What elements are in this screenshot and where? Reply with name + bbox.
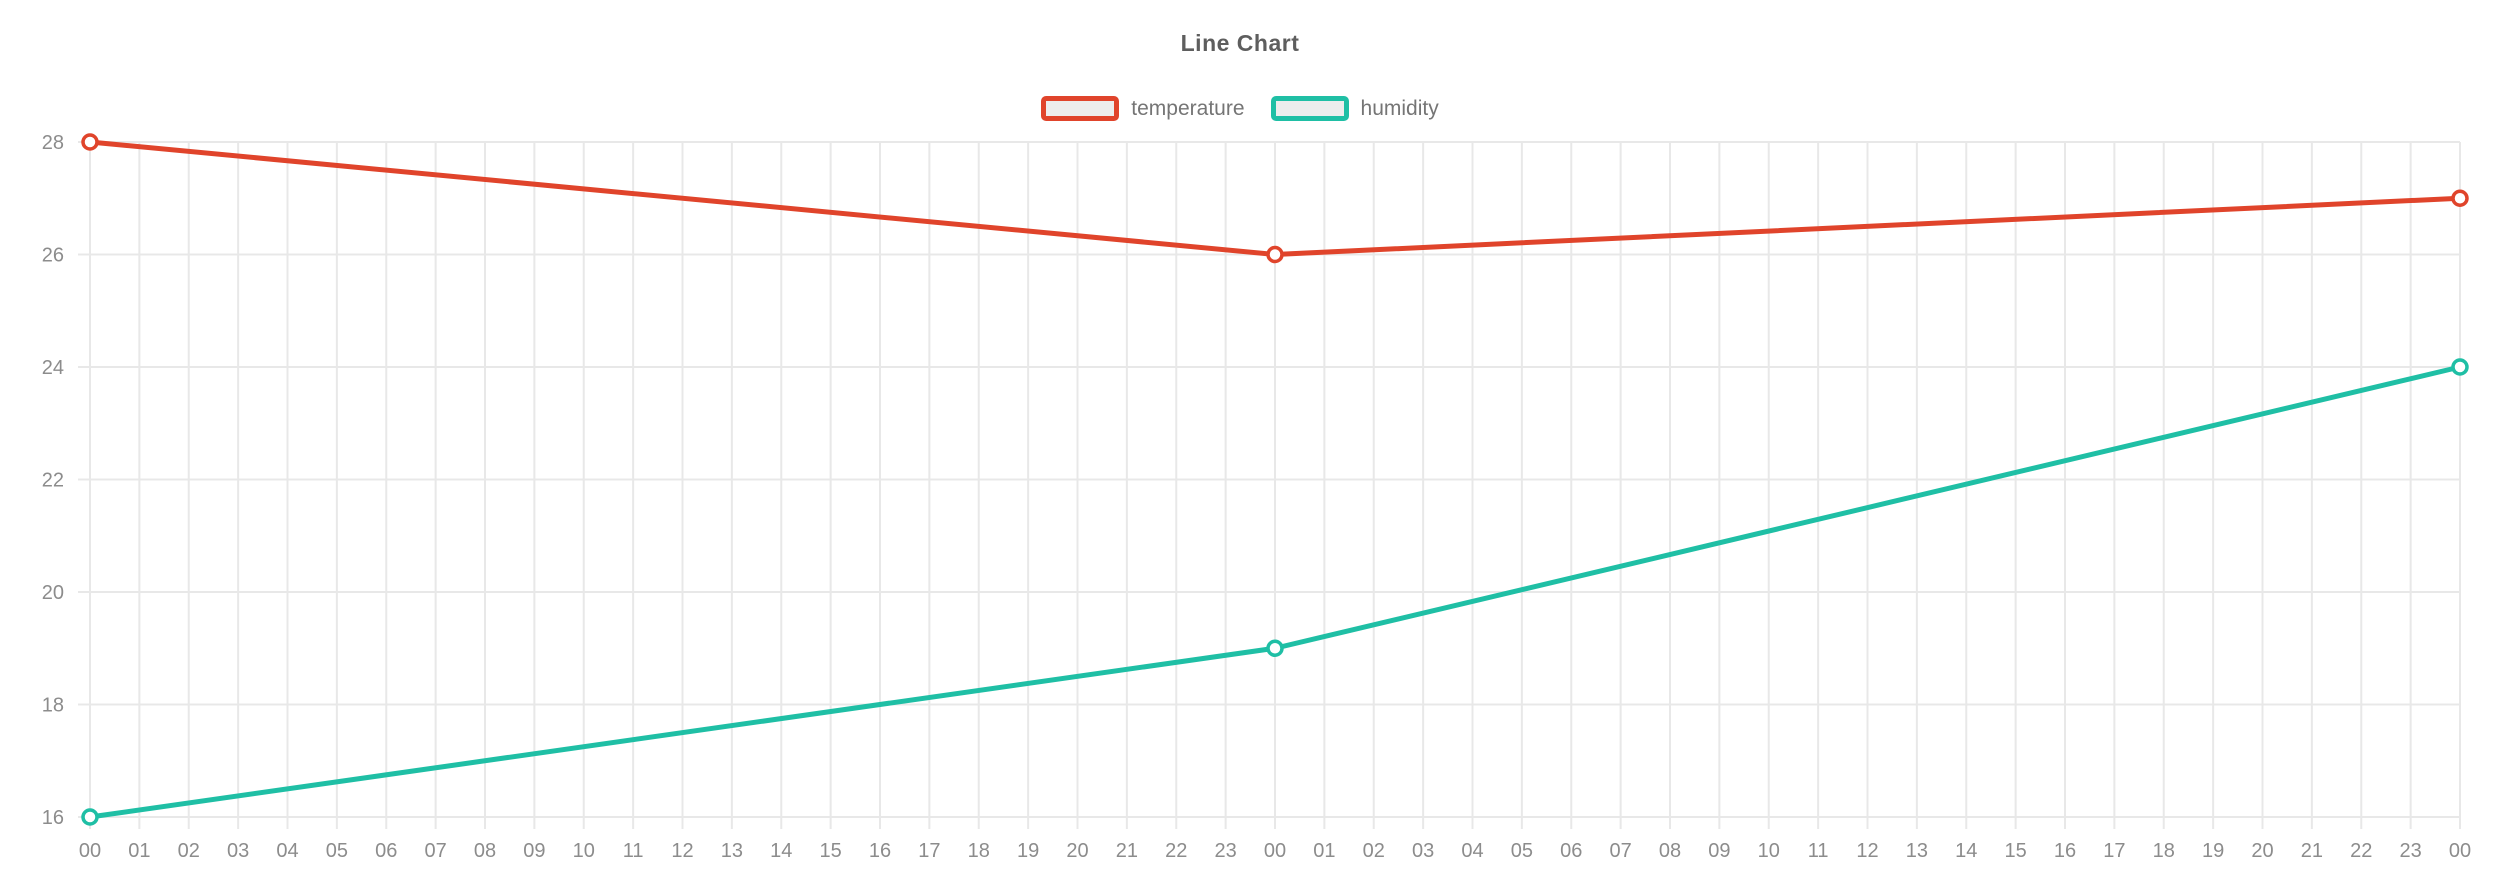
y-axis-label: 20	[42, 582, 64, 604]
x-axis-label: 06	[1560, 840, 1582, 862]
x-axis-label: 17	[918, 840, 940, 862]
x-axis-label: 14	[1955, 840, 1977, 862]
y-axis-label: 28	[42, 132, 64, 154]
x-axis-label: 16	[869, 840, 891, 862]
x-axis-label: 00	[79, 840, 101, 862]
legend-item-humidity[interactable]: humidity	[1270, 96, 1439, 121]
data-point-humidity	[1266, 639, 1284, 657]
x-axis-label: 15	[820, 840, 842, 862]
x-axis-label: 06	[375, 840, 397, 862]
x-axis-label: 03	[1412, 840, 1434, 862]
legend-swatch-humidity	[1270, 96, 1349, 121]
x-axis-label: 05	[1511, 840, 1533, 862]
data-point-temperature	[1266, 245, 1284, 264]
x-axis-label: 19	[1017, 840, 1039, 862]
data-point-temperature	[81, 133, 99, 151]
x-axis-label: 19	[2202, 840, 2224, 862]
x-axis-label: 18	[2153, 840, 2175, 862]
chart-legend: temperature humidity	[0, 96, 2480, 121]
x-axis-label: 04	[1461, 840, 1483, 862]
x-axis-label: 21	[1116, 840, 1138, 862]
x-axis-label: 09	[523, 840, 545, 862]
x-axis-label: 20	[1066, 840, 1088, 862]
y-axis-label: 26	[42, 245, 64, 267]
x-axis-label: 03	[227, 840, 249, 862]
x-axis-label: 00	[2449, 840, 2471, 862]
x-axis-label: 17	[2103, 840, 2125, 862]
legend-label-temperature: temperature	[1131, 96, 1245, 120]
x-axis-label: 22	[2350, 840, 2372, 862]
x-axis-label: 22	[1165, 840, 1187, 862]
x-axis-label: 20	[2251, 840, 2273, 862]
y-axis-label: 22	[42, 470, 64, 492]
legend-label-humidity: humidity	[1360, 96, 1439, 120]
x-axis-label: 01	[1313, 840, 1335, 862]
legend-swatch-temperature	[1041, 96, 1120, 121]
x-axis-label: 00	[1264, 840, 1286, 862]
x-axis-label: 12	[671, 840, 693, 862]
x-axis-label: 09	[1708, 840, 1730, 862]
chart-title: Line Chart	[1180, 30, 1300, 56]
data-point-humidity	[2451, 358, 2469, 376]
x-axis-label: 18	[968, 840, 990, 862]
x-axis-label: 12	[1856, 840, 1878, 862]
x-axis-label: 08	[474, 840, 496, 862]
x-axis-label: 05	[326, 840, 348, 862]
x-axis-label: 11	[1808, 840, 1829, 862]
x-axis-label: 11	[623, 840, 644, 862]
x-axis-label: 14	[770, 840, 792, 862]
x-axis-label: 21	[2301, 840, 2323, 862]
x-axis-label: 16	[2054, 840, 2076, 862]
x-axis-label: 07	[1610, 840, 1632, 862]
x-axis-label: 02	[1363, 840, 1385, 862]
y-axis-label: 16	[42, 807, 64, 829]
x-axis-label: 15	[2005, 840, 2027, 862]
legend-item-temperature[interactable]: temperature	[1041, 96, 1245, 121]
x-axis-label: 10	[1758, 840, 1780, 862]
y-axis-label: 24	[42, 357, 64, 379]
x-axis-label: 23	[1215, 840, 1237, 862]
y-axis-label: 18	[42, 695, 64, 717]
x-axis-label: 10	[573, 840, 595, 862]
x-axis-label: 01	[128, 840, 150, 862]
x-axis-label: 13	[1906, 840, 1928, 862]
x-axis-label: 02	[178, 840, 200, 862]
data-point-temperature	[2451, 189, 2469, 207]
x-axis-label: 04	[276, 840, 298, 862]
x-axis-label: 07	[425, 840, 447, 862]
x-axis-label: 23	[2400, 840, 2422, 862]
x-axis-label: 08	[1659, 840, 1681, 862]
data-point-humidity	[81, 808, 99, 826]
x-axis-label: 13	[721, 840, 743, 862]
